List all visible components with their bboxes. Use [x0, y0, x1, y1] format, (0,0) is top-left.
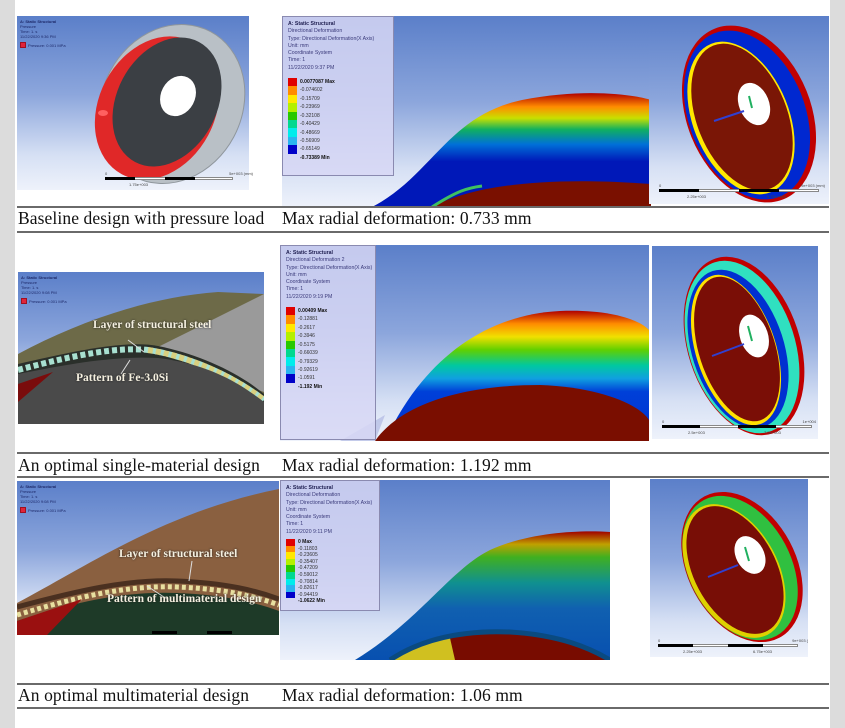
row1-setup-image: A: Static Structural Pressure Time: 1. s…: [17, 16, 263, 190]
rule: [17, 452, 829, 454]
deformed-disc-model: [683, 256, 805, 436]
row2-result-overview: 0 2.5e+003 7.5e+003 1e+004: [652, 246, 818, 439]
setup-legend: A: Static Structural Pressure Time: 1. s…: [20, 19, 66, 48]
cross-section-model: [17, 489, 279, 635]
result-legend: A: Static Structural Directional Deforma…: [282, 16, 394, 176]
rule: [17, 707, 829, 709]
setup-scale-bar: 0 1.75e+003 5e+003 (mm): [105, 171, 253, 187]
overview-scale-bar: 0 2.25e+003 6.75e+003 9e+003 (mm): [659, 183, 825, 199]
pressure-swatch: [21, 298, 27, 304]
rule: [17, 231, 829, 233]
color-bar: 0.00409 Max -0.12881 -0.2617 -0.3946 -0.…: [286, 307, 370, 391]
row3-setup-image: A: Static Structural Pressure Time: 1. s…: [17, 481, 279, 635]
cross-section-model: [18, 292, 264, 424]
overview-scale-bar: 0 2.5e+003 7.5e+003 1e+004: [662, 419, 816, 435]
overview-scale-bar: 0 2.25e+003 6.75e+003 9e+003 (mm): [658, 638, 808, 654]
row3-caption-right: Max radial deformation: 1.06 mm: [282, 685, 523, 705]
row3-result-overview: 0 2.25e+003 6.75e+003 9e+003 (mm): [650, 479, 808, 657]
row2-result-closeup: A: Static Structural Directional Deforma…: [280, 245, 649, 441]
setup-legend: A: Static Structural Pressure Time: 1. s…: [20, 484, 66, 513]
deformed-disc-model: [681, 25, 817, 203]
annotation-structural-steel: Layer of structural steel: [93, 319, 212, 331]
rule: [17, 476, 829, 478]
row1-caption-right: Max radial deformation: 0.733 mm: [282, 208, 532, 228]
row1-result-closeup: A: Static Structural Directional Deforma…: [282, 16, 651, 207]
setup-legend: A: Static Structural Pressure Time: 1. s…: [21, 275, 67, 304]
row1-caption-left: Baseline design with pressure load: [18, 208, 265, 228]
row2-setup-image: A: Static Structural Pressure Time: 1. s…: [18, 272, 264, 424]
annotation-fe-si-pattern: Pattern of Fe-3.0Si: [76, 372, 169, 384]
rule: [17, 683, 829, 685]
annotation-multimaterial-pattern: Pattern of multimaterial design: [107, 593, 262, 605]
row2-caption-right: Max radial deformation: 1.192 mm: [282, 455, 532, 475]
annotation-structural-steel: Layer of structural steel: [119, 548, 238, 560]
pressure-swatch: [20, 42, 26, 48]
deformed-disc-model: [681, 491, 803, 643]
deformation-contour-closeup: [372, 93, 651, 207]
result-legend: A: Static Structural Directional Deforma…: [280, 480, 380, 611]
row1-result-overview: 0 2.25e+003 6.75e+003 9e+003 (mm): [649, 16, 829, 204]
color-bar: 0 Max -0.11803 -0.23605 -0.35407 -0.4720…: [286, 539, 374, 605]
result-legend: A: Static Structural Directional Deforma…: [280, 245, 376, 440]
row3-result-closeup: A: Static Structural Directional Deforma…: [280, 480, 610, 660]
color-bar: 0.0077087 Max -0.074602 -0.15709 -0.2396…: [288, 78, 388, 162]
deformation-contour-closeup: [355, 531, 610, 660]
row3-caption-left: An optimal multimaterial design: [18, 685, 250, 705]
row2-caption-left: An optimal single-material design: [18, 455, 260, 475]
rule: [17, 206, 829, 208]
pressure-swatch: [20, 507, 26, 513]
figure-sheet: A: Static Structural Pressure Time: 1. s…: [15, 0, 830, 728]
baseline-disc-model: [94, 23, 246, 185]
